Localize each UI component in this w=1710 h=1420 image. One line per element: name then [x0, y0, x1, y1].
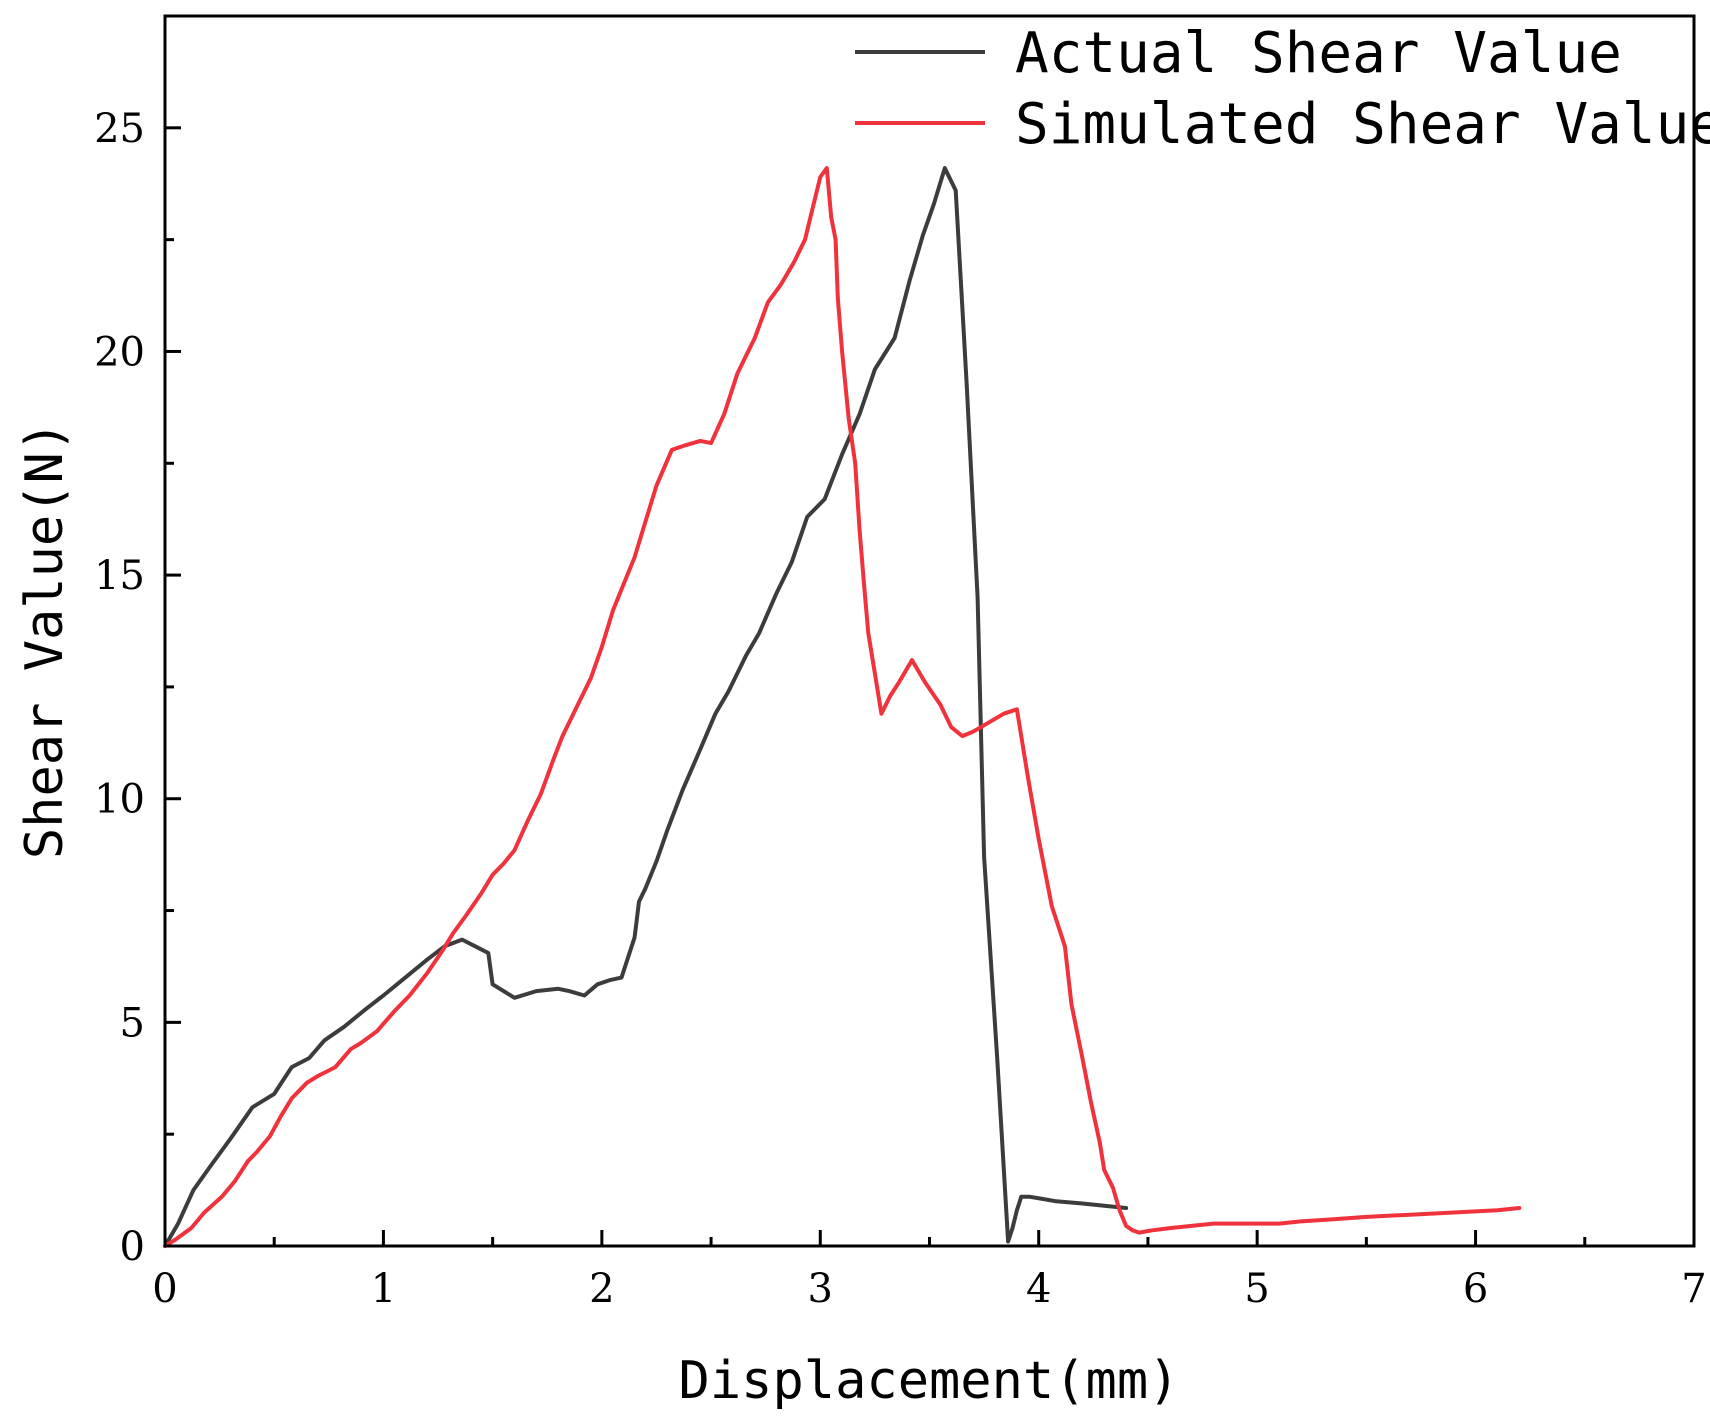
y-tick-label: 10: [94, 777, 145, 823]
legend: Actual Shear Value Simulated Shear Value: [855, 21, 1710, 157]
x-tick-label: 1: [371, 1266, 396, 1312]
ticks-layer: 0 1 2 3 4 5 6 7 0 5 10 15 20 25: [94, 106, 1707, 1312]
x-tick-label: 6: [1463, 1266, 1488, 1312]
x-tick-label: 4: [1026, 1266, 1051, 1312]
x-tick-label: 2: [589, 1266, 614, 1312]
legend-label-simulated: Simulated Shear Value: [1015, 92, 1710, 157]
y-tick-label: 25: [94, 106, 145, 152]
y-tick-label: 0: [120, 1224, 145, 1270]
y-tick-label: 15: [94, 553, 145, 599]
series-line-actual: [163, 166, 1129, 1248]
series-line-simulated: [163, 166, 1522, 1248]
series-layer: [163, 166, 1522, 1248]
x-tick-label: 0: [152, 1266, 177, 1312]
legend-label-actual: Actual Shear Value: [1015, 21, 1622, 86]
y-axis-title: Shear Value(N): [15, 421, 75, 859]
y-tick-label: 20: [94, 329, 145, 375]
y-tick-label: 5: [120, 1000, 145, 1046]
x-tick-label: 3: [808, 1266, 833, 1312]
x-tick-label: 7: [1681, 1266, 1706, 1312]
x-tick-label: 5: [1244, 1266, 1269, 1312]
x-axis-title: Displacement(mm): [679, 1351, 1180, 1411]
